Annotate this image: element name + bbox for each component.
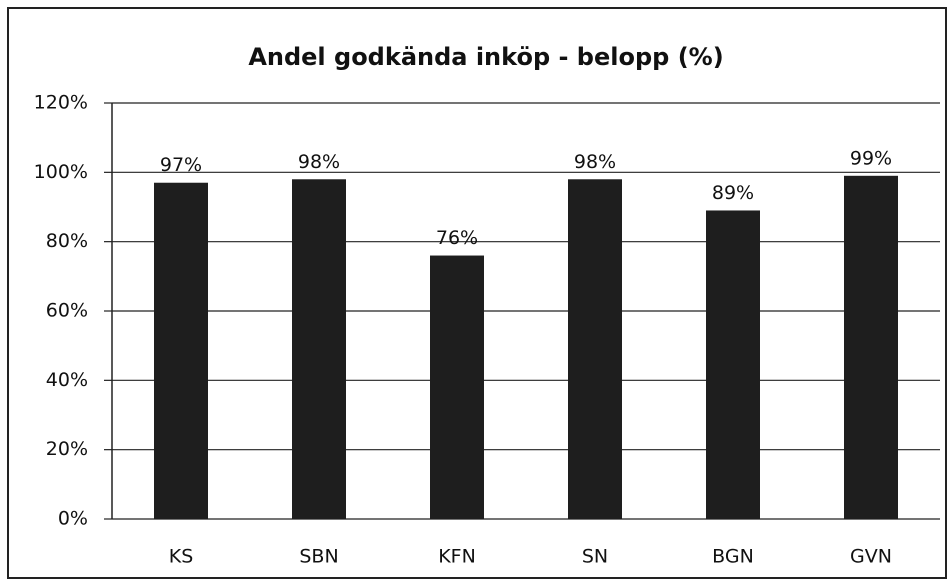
bar — [706, 210, 760, 519]
bar — [568, 179, 622, 519]
x-tick-label: KS — [169, 546, 194, 568]
data-label: 76% — [436, 227, 478, 249]
data-label: 97% — [160, 154, 202, 176]
data-label: 99% — [850, 147, 892, 169]
y-tick-label: 120% — [34, 92, 88, 114]
x-tick-label: SN — [582, 546, 608, 568]
bar — [154, 182, 208, 519]
bar — [844, 175, 898, 520]
data-label: 98% — [574, 151, 616, 173]
y-tick-label: 40% — [46, 369, 88, 391]
x-tick-label: KFN — [438, 546, 476, 568]
y-tick-label: 20% — [46, 438, 88, 460]
data-label: 98% — [298, 151, 340, 173]
data-label: 89% — [712, 182, 754, 204]
bar — [430, 255, 484, 520]
y-tick-label: 0% — [58, 508, 88, 530]
y-tick-label: 80% — [46, 230, 88, 252]
chart-title: Andel godkända inköp - belopp (%) — [248, 43, 723, 71]
x-tick-label: SBN — [299, 546, 338, 568]
y-tick-label: 100% — [34, 161, 88, 183]
x-tick-label: GVN — [850, 546, 892, 568]
y-tick-label: 60% — [46, 300, 88, 322]
bar — [292, 179, 346, 519]
x-tick-label: BGN — [712, 546, 754, 568]
